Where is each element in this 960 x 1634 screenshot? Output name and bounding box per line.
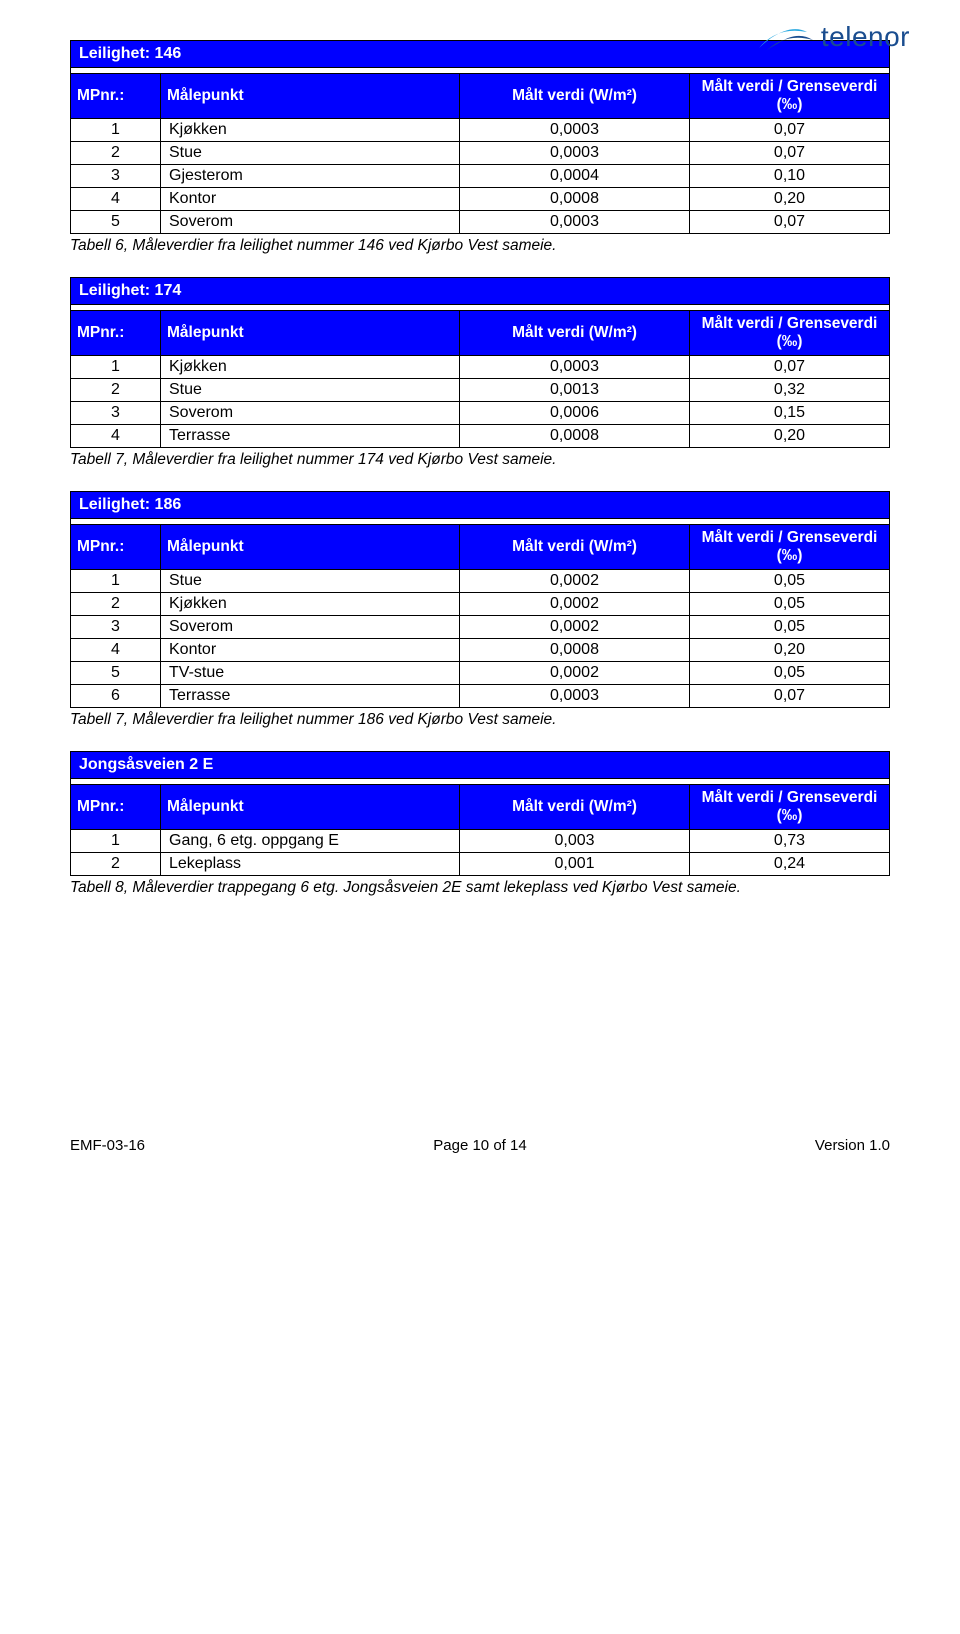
table-leilighet-146: Leilighet: 146 MPnr.: Målepunkt Målt ver… xyxy=(70,40,890,234)
table-row: 4Kontor0,00080,20 xyxy=(71,188,890,211)
table-leilighet-174: Leilighet: 174 MPnr.: Målepunkt Målt ver… xyxy=(70,277,890,448)
table-row: 2Stue0,00030,07 xyxy=(71,142,890,165)
table-title: Leilighet: 186 xyxy=(71,492,890,519)
col-malt-verdi: Målt verdi (W/m²) xyxy=(460,74,690,119)
table-row: 1Gang, 6 etg. oppgang E0,0030,73 xyxy=(71,830,890,853)
table-caption: Tabell 7, Måleverdier fra leilighet numm… xyxy=(70,451,890,469)
page-footer: EMF-03-16 Page 10 of 14 Version 1.0 xyxy=(70,1137,890,1154)
col-mpnr: MPnr.: xyxy=(71,525,161,570)
table-row: 1Kjøkken0,00030,07 xyxy=(71,356,890,379)
footer-version: Version 1.0 xyxy=(815,1137,890,1154)
col-grenseverdi: Målt verdi / Grenseverdi (‰) xyxy=(690,74,890,119)
table-title: Leilighet: 174 xyxy=(71,278,890,305)
logo-text: telenor xyxy=(821,21,910,53)
col-malt-verdi: Målt verdi (W/m²) xyxy=(460,525,690,570)
col-malepunkt: Målepunkt xyxy=(161,311,460,356)
table-title: Jongsåsveien 2 E xyxy=(71,752,890,779)
table-row: 4Kontor0,00080,20 xyxy=(71,639,890,662)
col-malepunkt: Målepunkt xyxy=(161,525,460,570)
col-malepunkt: Målepunkt xyxy=(161,785,460,830)
table-row: 2Stue0,00130,32 xyxy=(71,379,890,402)
col-grenseverdi: Målt verdi / Grenseverdi (‰) xyxy=(690,311,890,356)
table-row: 1Kjøkken0,00030,07 xyxy=(71,119,890,142)
col-grenseverdi: Målt verdi / Grenseverdi (‰) xyxy=(690,525,890,570)
col-malepunkt: Målepunkt xyxy=(161,74,460,119)
table-leilighet-186: Leilighet: 186 MPnr.: Målepunkt Målt ver… xyxy=(70,491,890,708)
table-row: 2Lekeplass0,0010,24 xyxy=(71,853,890,876)
table-row: 6Terrasse0,00030,07 xyxy=(71,685,890,708)
col-mpnr: MPnr.: xyxy=(71,311,161,356)
col-mpnr: MPnr.: xyxy=(71,785,161,830)
table-jongsasveien: Jongsåsveien 2 E MPnr.: Målepunkt Målt v… xyxy=(70,751,890,876)
footer-doc-id: EMF-03-16 xyxy=(70,1137,145,1154)
table-caption: Tabell 8, Måleverdier trappegang 6 etg. … xyxy=(70,879,890,897)
table-row: 3Gjesterom0,00040,10 xyxy=(71,165,890,188)
table-row: 5TV-stue0,00020,05 xyxy=(71,662,890,685)
col-mpnr: MPnr.: xyxy=(71,74,161,119)
table-row: 2Kjøkken0,00020,05 xyxy=(71,593,890,616)
table-caption: Tabell 6, Måleverdier fra leilighet numm… xyxy=(70,237,890,255)
table-row: 1Stue0,00020,05 xyxy=(71,570,890,593)
col-malt-verdi: Målt verdi (W/m²) xyxy=(460,785,690,830)
table-row: 3Soverom0,00060,15 xyxy=(71,402,890,425)
table-row: 3Soverom0,00020,05 xyxy=(71,616,890,639)
table-row: 4Terrasse0,00080,20 xyxy=(71,425,890,448)
telenor-logo: telenor xyxy=(757,18,910,56)
col-grenseverdi: Målt verdi / Grenseverdi (‰) xyxy=(690,785,890,830)
table-row: 5Soverom0,00030,07 xyxy=(71,211,890,234)
telenor-swoosh-icon xyxy=(757,18,815,56)
table-caption: Tabell 7, Måleverdier fra leilighet numm… xyxy=(70,711,890,729)
col-malt-verdi: Målt verdi (W/m²) xyxy=(460,311,690,356)
footer-page-number: Page 10 of 14 xyxy=(433,1137,526,1154)
